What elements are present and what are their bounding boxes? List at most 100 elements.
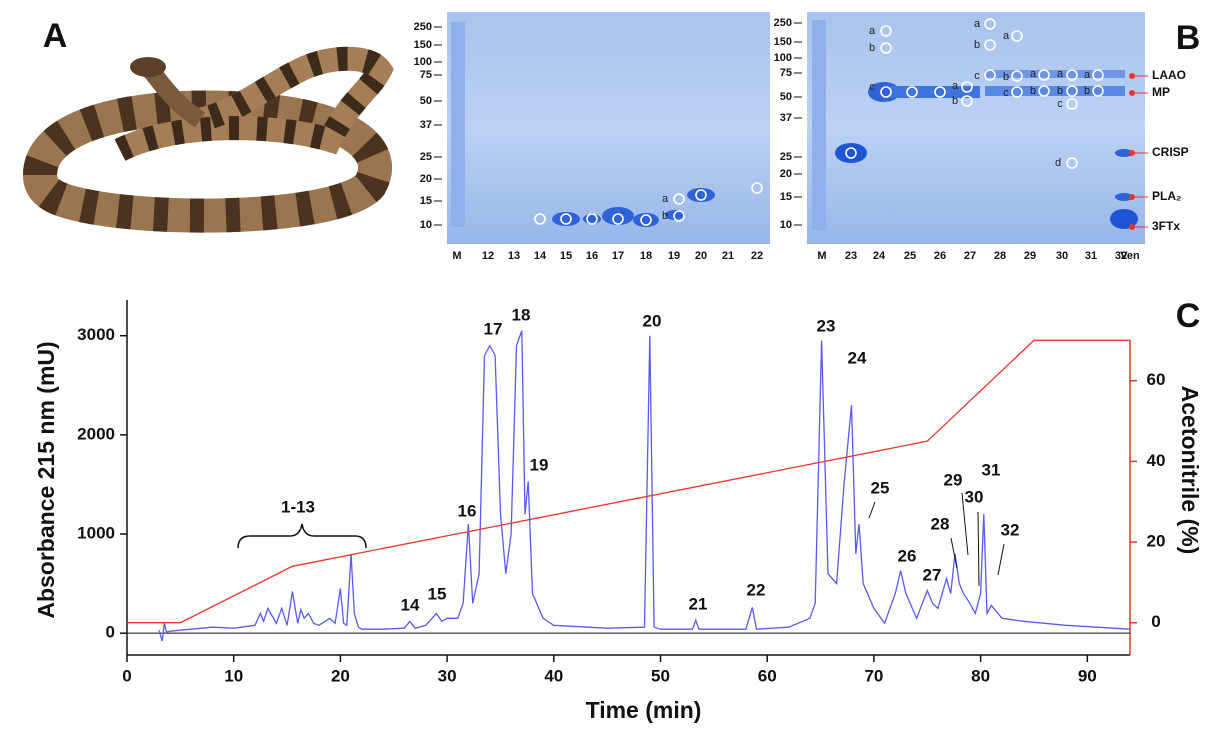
lane-label: 29 [1024, 250, 1036, 262]
peak-label: 24 [848, 348, 867, 367]
lane-label: 17 [612, 250, 624, 262]
bracket [237, 523, 367, 549]
band-label: b [1030, 85, 1036, 97]
x-tick-label: 40 [544, 666, 563, 685]
x-tick-label: 90 [1078, 666, 1097, 685]
y2-axis-title: Acetonitrile (%) [1177, 386, 1203, 555]
band-label: b [869, 42, 875, 54]
band-label: b [662, 210, 668, 222]
band-label: a [662, 193, 669, 205]
lane-label: Ven [1120, 250, 1140, 262]
x-tick-label: 0 [122, 666, 131, 685]
leader-line [961, 492, 969, 556]
mw-marker: 250 [414, 21, 432, 33]
mw-marker: 100 [774, 52, 792, 64]
band-label: c [869, 81, 875, 93]
mw-marker: 37 [780, 112, 792, 124]
mw-marker: 250 [774, 17, 792, 29]
series-line [127, 339, 1130, 624]
x-tick-label: 60 [758, 666, 777, 685]
band-circles [534, 18, 1104, 226]
peak-label: 15 [428, 584, 447, 603]
mw-marker: 25 [780, 151, 792, 163]
leader-line [997, 543, 1005, 576]
peak-label: 31 [982, 460, 1001, 479]
gel-image [807, 12, 1145, 244]
lane-label: 31 [1085, 250, 1097, 262]
x-tick-label: 10 [224, 666, 243, 685]
peak-label: 23 [817, 316, 836, 335]
band-label: a [869, 25, 876, 37]
band-label: a [1003, 30, 1010, 42]
lane-label: 32 [1115, 250, 1127, 262]
mw-marker: 150 [774, 36, 792, 48]
lane-label: 22 [751, 250, 763, 262]
protein-label: CRISP [1152, 145, 1189, 159]
mw-marker: 75 [420, 69, 432, 81]
lane-label: M [452, 250, 461, 262]
protein-label: LAAO [1152, 68, 1186, 82]
band-label: a [1084, 69, 1091, 81]
lane-label: 27 [964, 250, 976, 262]
lane-label: 24 [873, 250, 886, 262]
protein-label: 3FTx [1152, 219, 1180, 233]
y2-tick-label: 0 [1151, 612, 1160, 631]
mw-marker: 100 [414, 56, 432, 68]
x-axis-title: Time (min) [586, 697, 702, 723]
lane-label: 30 [1056, 250, 1068, 262]
mw-marker: 20 [780, 168, 792, 180]
leader-line [950, 537, 958, 569]
x-tick-label: 30 [438, 666, 457, 685]
y-tick-label: 3000 [77, 325, 115, 344]
y2-tick-label: 40 [1147, 451, 1166, 470]
band-label: c [1003, 87, 1009, 99]
mw-marker: 37 [420, 119, 432, 131]
band-label: b [1057, 85, 1063, 97]
x-tick-label: 50 [651, 666, 670, 685]
peak-label: 32 [1001, 520, 1020, 539]
mw-marker: 10 [780, 219, 792, 231]
peak-label: 30 [965, 487, 984, 506]
band-label: b [1003, 71, 1009, 83]
band-label: b [1084, 85, 1090, 97]
lane-label: 25 [904, 250, 916, 262]
band-label: a [1030, 68, 1037, 80]
lane-label: 14 [534, 250, 547, 262]
x-tick-label: 80 [971, 666, 990, 685]
lane-label: 20 [695, 250, 707, 262]
band-label: a [1057, 68, 1064, 80]
lane-label: 15 [560, 250, 572, 262]
peak-label: 18 [512, 305, 531, 324]
mw-marker: 50 [420, 95, 432, 107]
lane-label: 23 [845, 250, 857, 262]
mw-marker: 10 [420, 219, 432, 231]
protein-label: PLA₂ [1152, 189, 1181, 203]
peak-label: 22 [747, 580, 766, 599]
peak-label: 26 [898, 546, 917, 565]
mw-marker: 50 [780, 91, 792, 103]
peak-label: 27 [923, 565, 942, 584]
panel-label: A [43, 17, 68, 55]
peak-label: 17 [484, 319, 503, 338]
y2-tick-label: 60 [1147, 370, 1166, 389]
band-label: c [1057, 98, 1063, 110]
lane-label: 12 [482, 250, 494, 262]
lane-label: 13 [508, 250, 520, 262]
y-tick-label: 2000 [77, 424, 115, 443]
leader-line [868, 501, 876, 519]
peak-label: 25 [871, 478, 890, 497]
mw-marker: 15 [420, 195, 432, 207]
snake-photo [22, 46, 394, 233]
peak-label: 16 [458, 501, 477, 520]
peak-label: 19 [530, 455, 549, 474]
mw-marker: 20 [420, 173, 432, 185]
y-tick-label: 0 [106, 623, 115, 642]
peak-label: 20 [643, 311, 662, 330]
y-tick-label: 1000 [77, 524, 115, 543]
lane-label: 26 [934, 250, 946, 262]
lane-label: 19 [668, 250, 680, 262]
peak-label: 29 [944, 470, 963, 489]
peak-label: 21 [689, 594, 708, 613]
y2-tick-label: 20 [1147, 532, 1166, 551]
